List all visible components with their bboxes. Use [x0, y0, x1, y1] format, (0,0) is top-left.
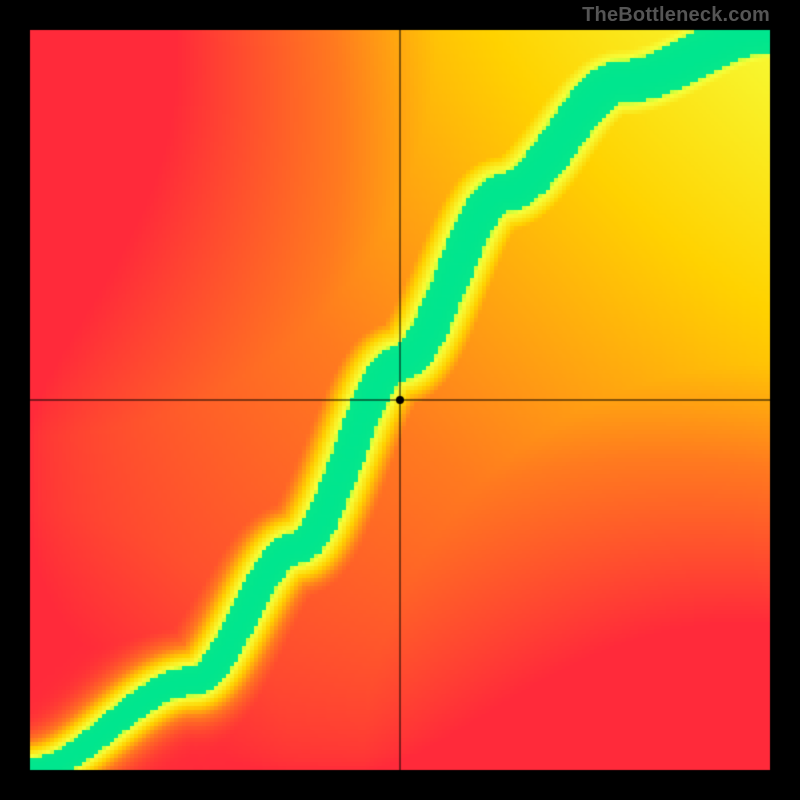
- chart-container: TheBottleneck.com: [0, 0, 800, 800]
- bottleneck-heatmap: [0, 0, 800, 800]
